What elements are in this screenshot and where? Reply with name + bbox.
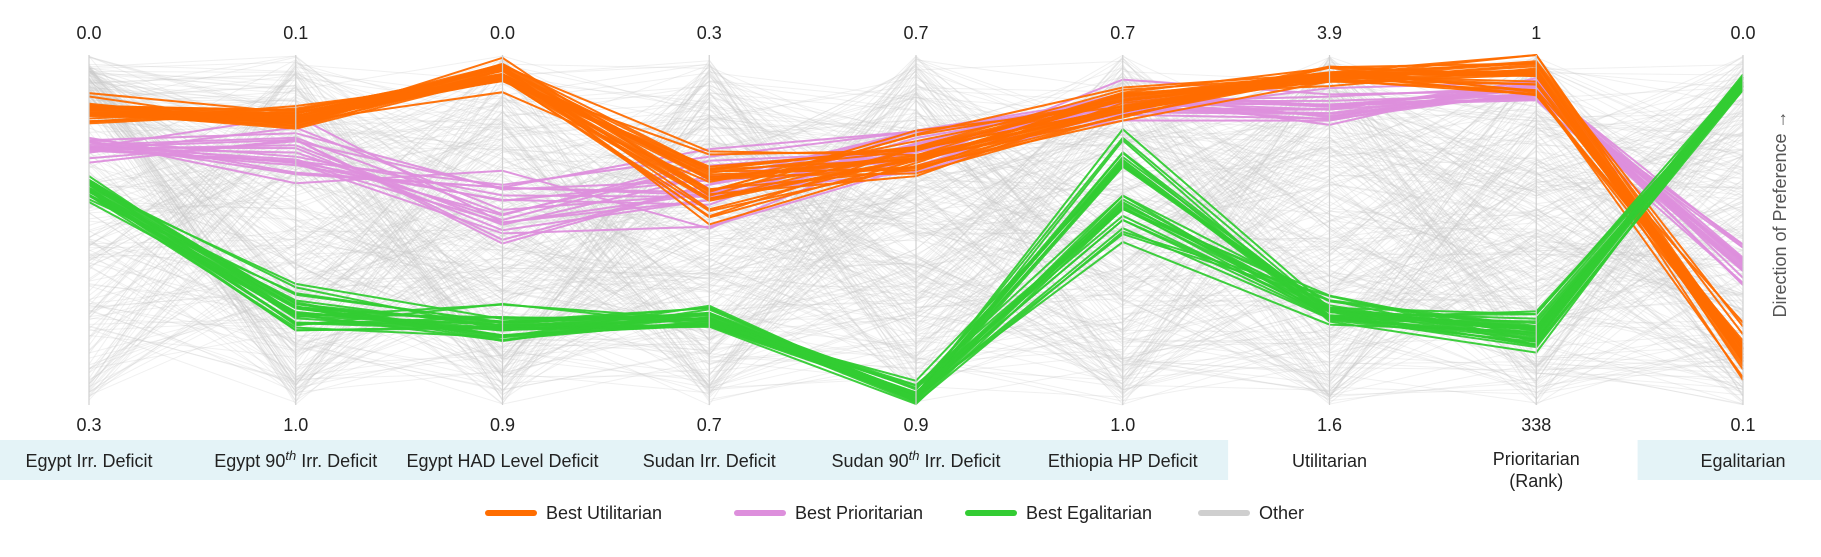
legend-label: Other xyxy=(1259,503,1304,523)
axis-name: Ethiopia HP Deficit xyxy=(1048,451,1198,471)
axis-bottom-tick: 0.9 xyxy=(490,415,515,435)
axis-highlight-boxes xyxy=(0,440,1821,480)
preference-indicator: Direction of Preference → xyxy=(1770,110,1790,317)
axes xyxy=(88,55,1744,405)
legend-label: Best Prioritarian xyxy=(795,503,923,523)
axis-top-tick: 0.1 xyxy=(283,23,308,43)
axis-name: Prioritarian xyxy=(1493,449,1580,469)
axis-name: Utilitarian xyxy=(1292,451,1367,471)
axis-bottom-tick: 1.6 xyxy=(1317,415,1342,435)
axis-bottom-tick: 0.7 xyxy=(697,415,722,435)
axis-labels: 0.0 0.3 Egypt Irr. Deficit 0.1 1.0 Egypt 90th… xyxy=(25,23,1785,491)
axis-name: Sudan 90th Irr. Deficit xyxy=(832,448,1001,471)
direction-of-preference-label: Direction of Preference → xyxy=(1770,110,1790,317)
axis-name: Egypt HAD Level Deficit xyxy=(406,451,598,471)
axis-bottom-tick: 0.9 xyxy=(903,415,928,435)
axis-name-line2: (Rank) xyxy=(1509,471,1563,491)
axis-name: Egypt Irr. Deficit xyxy=(25,451,152,471)
axis-name: Sudan Irr. Deficit xyxy=(643,451,776,471)
legend-label: Best Utilitarian xyxy=(546,503,662,523)
axis-name: Egalitarian xyxy=(1700,451,1785,471)
axis-name: Egypt 90th Irr. Deficit xyxy=(214,448,377,471)
axis-top-tick: 3.9 xyxy=(1317,23,1342,43)
axis-bottom-tick: 338 xyxy=(1521,415,1551,435)
legend: Best Utilitarian Best Prioritarian Best Eg… xyxy=(485,503,1304,523)
axis-top-tick: 0.0 xyxy=(1730,23,1755,43)
axis-bottom-tick: 1.0 xyxy=(283,415,308,435)
axis-top-tick: 0.7 xyxy=(903,23,928,43)
axis-top-tick: 0.0 xyxy=(490,23,515,43)
axis-bottom-tick: 1.0 xyxy=(1110,415,1135,435)
legend-label: Best Egalitarian xyxy=(1026,503,1152,523)
axis-top-tick: 0.3 xyxy=(697,23,722,43)
axis-bottom-tick: 0.1 xyxy=(1730,415,1755,435)
axis-bottom-tick: 0.3 xyxy=(76,415,101,435)
axis-group-box xyxy=(0,440,1229,480)
axis-top-tick: 1 xyxy=(1531,23,1541,43)
axis-top-tick: 0.7 xyxy=(1110,23,1135,43)
axis-top-tick: 0.0 xyxy=(76,23,101,43)
axis-group-box xyxy=(1637,440,1821,480)
